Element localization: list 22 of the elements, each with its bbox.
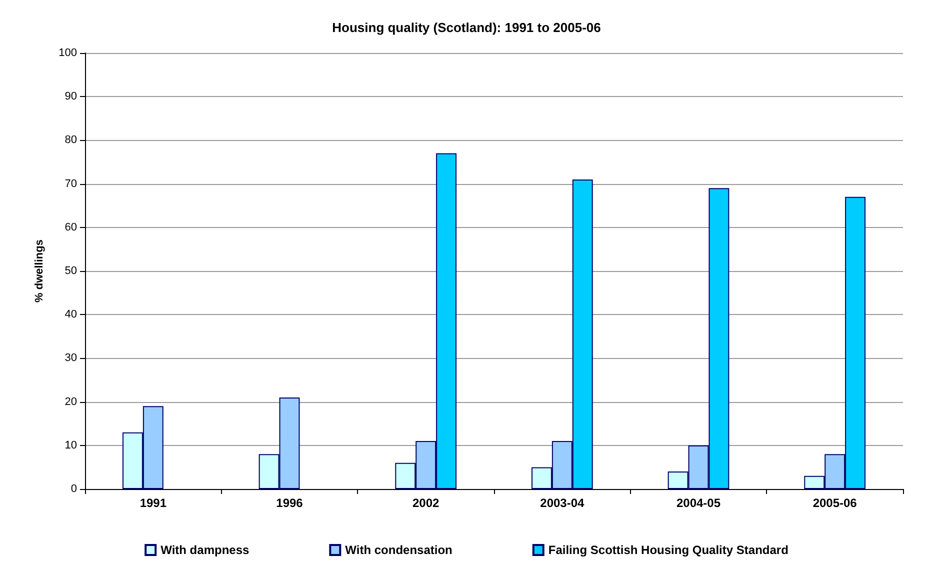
y-tick-label: 90 [64, 90, 77, 103]
y-tick-label: 60 [64, 221, 77, 234]
y-axis-title: % dwellings [34, 240, 46, 302]
y-tick-label: 10 [64, 439, 77, 452]
x-tick-label: 1991 [140, 496, 167, 510]
x-tick-label: 2002 [412, 496, 440, 510]
legend-label: Failing Scottish Housing Quality Standard [548, 543, 788, 557]
legend-label: With condensation [345, 543, 452, 557]
x-tick-label: 2005-06 [812, 496, 858, 510]
y-tick-label: 80 [64, 134, 77, 146]
y-tick-label: 40 [64, 308, 77, 321]
y-tick-label: 100 [58, 47, 77, 59]
legend-label: With dampness [160, 543, 250, 557]
x-tick-label: 2003-04 [540, 496, 585, 510]
y-tick-label: 0 [70, 483, 77, 495]
y-tick-label: 20 [64, 396, 77, 408]
y-tick-label: 70 [64, 178, 77, 190]
y-tick-label: 30 [64, 352, 77, 364]
x-tick-label: 2004-05 [676, 496, 721, 510]
chart-title: Housing quality (Scotland): 1991 to 2005-06 [332, 20, 601, 35]
y-tick-label: 50 [64, 265, 77, 277]
x-tick-label: 1996 [276, 496, 304, 510]
